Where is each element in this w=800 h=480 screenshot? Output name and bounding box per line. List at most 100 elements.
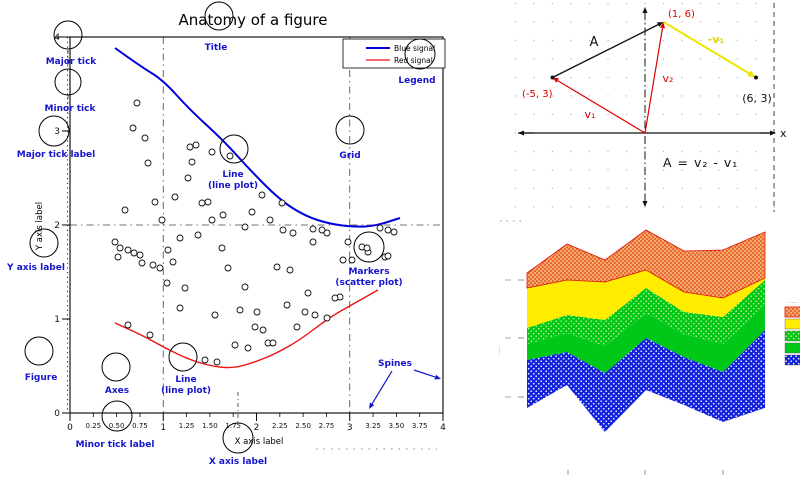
x-minor-tick-label: 3.25: [365, 422, 381, 430]
lattice-dot: [681, 39, 683, 42]
lattice-dot: [607, 58, 609, 60]
legend-patch-green-hatch: [784, 330, 800, 342]
lattice-dot: [681, 187, 683, 190]
lattice-dot: [514, 150, 517, 153]
point-6-3-label: (6, 3): [742, 92, 772, 105]
lattice-dot: [533, 113, 535, 116]
scatter-point: [176, 304, 184, 312]
lattice-dot: [681, 150, 683, 153]
scatter-point: [363, 244, 371, 252]
lattice-dot: [533, 58, 535, 60]
minor-tick-label-annotation-circle: [101, 400, 133, 432]
annotation-minor-tick-label: Minor tick label: [76, 440, 155, 450]
lattice-dot: [533, 21, 535, 23]
lattice-dot: [644, 39, 646, 42]
anatomy-figure: 0 1 2 3 4 0.25 0.50 0.75 1.25 1.50 1.75 2.25 2.50 2.7…: [6, 1, 446, 467]
scatter-point: [181, 284, 189, 292]
figure-annotation-circle: [24, 336, 54, 366]
scatter-point: [171, 193, 179, 201]
stream-layer-blue-dot-hatch: [527, 330, 765, 432]
scatter-point: [226, 152, 234, 160]
scatter-point: [248, 208, 256, 216]
major-tick-label-annotation-circle: [38, 115, 70, 147]
legend-patch-green: [784, 342, 800, 354]
scatter-point: [176, 234, 184, 242]
y-axis-arrow-up-head: [642, 7, 648, 13]
x-axis-letter: x: [780, 127, 787, 140]
red-line-annotation-circle: [168, 342, 198, 372]
lattice-dot: [718, 187, 720, 190]
blue-line-annotation-circle: [219, 134, 249, 164]
annotation-major-tick: Major tick: [46, 57, 98, 67]
lattice-dot: [588, 187, 591, 190]
scatter-point: [311, 311, 319, 319]
scatter-point: [158, 216, 166, 224]
point-1-6-label: (1, 6): [668, 9, 695, 20]
lattice-dot: [607, 2, 609, 5]
point-neg5-3-label: (-5, 3): [522, 89, 553, 100]
lattice-dot: [625, 2, 628, 5]
scatter-point: [384, 226, 392, 234]
vector-A-head: [657, 22, 664, 27]
scatter-point: [218, 244, 226, 252]
x-axis-label-text: X axis label: [235, 437, 284, 447]
lattice-dot: [736, 169, 739, 171]
spines-arrow-bottom-head: [369, 402, 375, 409]
lattice-dot: [533, 169, 535, 171]
vector-neg-v1-label: -v₁: [708, 33, 725, 46]
y-major-tick-label: 3: [54, 127, 60, 137]
lattice-dot: [681, 2, 683, 5]
y-axis-label-text: Y axis label: [35, 202, 45, 251]
scatter-point: [124, 321, 132, 329]
minor-tick-annotation-circle: [54, 68, 82, 96]
scatter-point: [201, 356, 209, 364]
lattice-dot: [755, 206, 757, 208]
scatter-point: [286, 266, 294, 274]
figure-title: Anatomy of a figure: [178, 11, 327, 29]
markers-annotation-circle: [353, 231, 385, 263]
scatter-point: [211, 311, 219, 319]
lattice-dot: [533, 2, 535, 5]
scatter-point: [198, 199, 206, 207]
lattice-dot: [551, 21, 554, 23]
x-minor-tick-label: 2.50: [295, 422, 311, 430]
scatter-point: [186, 143, 194, 151]
lattice-dot: [699, 206, 702, 208]
scatter-point: [344, 238, 352, 246]
lattice-dot: [699, 2, 702, 5]
x-major-tick-label: 0: [67, 423, 73, 433]
scatter-point: [384, 252, 392, 260]
lattice-dot: [755, 39, 757, 42]
lattice-dot: [662, 150, 665, 153]
lattice-dot: [699, 95, 702, 97]
scatter-point: [208, 216, 216, 224]
vector-A: [552, 24, 659, 79]
lattice-dot: [625, 76, 628, 79]
lattice-dot: [533, 95, 535, 97]
lattice-dot: [718, 95, 720, 97]
scatter-point: [204, 198, 212, 206]
lattice-dot: [699, 150, 702, 153]
spines-arrow-right-head: [434, 374, 441, 380]
lattice-dot: [718, 2, 720, 5]
lattice-dot: [551, 58, 554, 60]
lattice-dot: [773, 187, 776, 190]
lattice-dot: [570, 76, 572, 79]
vector-v1-head: [552, 77, 559, 83]
scatter-point: [151, 198, 159, 206]
scatter-point: [348, 256, 356, 264]
legend-patch-blue-hatch: [784, 354, 800, 366]
lattice-dot: [718, 150, 720, 153]
scatter-point: [188, 158, 196, 166]
stream-layer-yellow-solid: [527, 270, 765, 328]
annotation-major-tick-label: Major tick label: [17, 150, 96, 160]
scatter-point: [224, 264, 232, 272]
lattice-dot: [570, 150, 572, 153]
vector-a-label: A: [590, 35, 599, 50]
lattice-dot: [588, 113, 591, 116]
lattice-dot: [570, 169, 572, 171]
vector-arrows: [518, 7, 776, 207]
lattice-dot: [514, 58, 517, 60]
lattice-dot: [607, 39, 609, 42]
stream-legend-title-illegible: ·····: [788, 301, 798, 306]
